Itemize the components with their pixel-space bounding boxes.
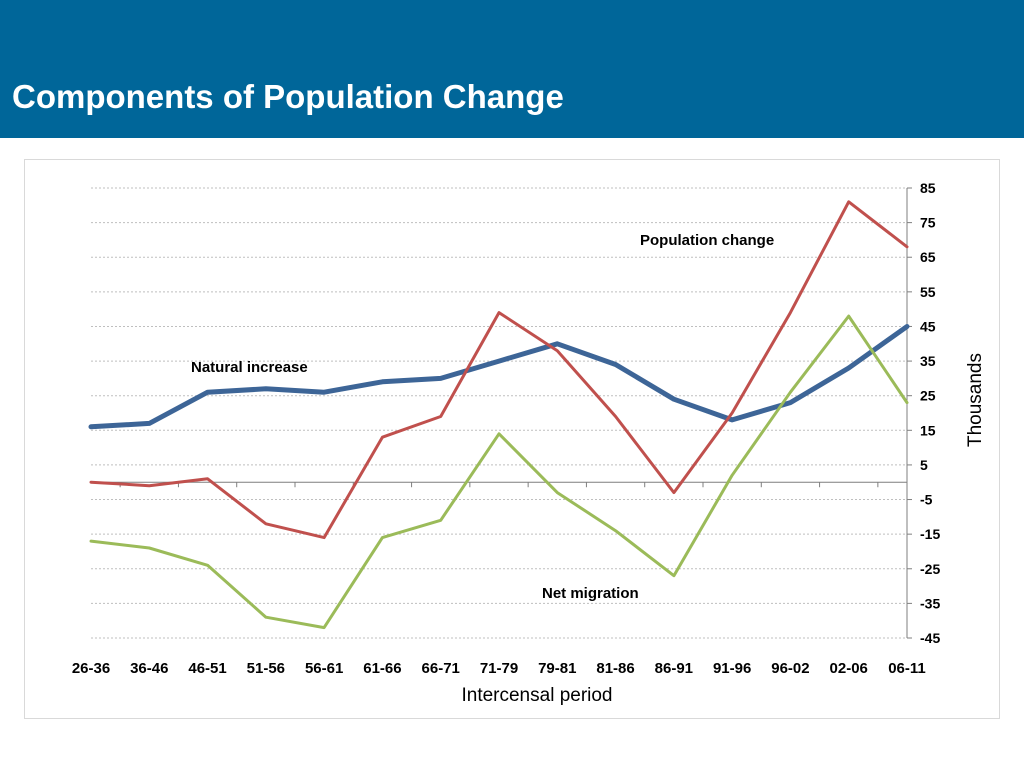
x-tick-label: 56-61	[305, 660, 343, 677]
y-tick-label: 5	[920, 457, 928, 473]
x-tick-label: 66-71	[422, 660, 460, 677]
y-axis-title: Thousands	[965, 353, 986, 447]
y-tick-label: -35	[920, 595, 940, 611]
x-tick-label: 36-46	[130, 660, 168, 677]
series-line-natural-increase	[88, 324, 910, 430]
line-chart: 85 75 65 55 45 35 25 15 5 -5 -15 -25 -35 -45 Natural i…	[72, 180, 986, 706]
series-label: Net migration	[542, 585, 639, 602]
y-tick-label: -15	[920, 526, 940, 542]
chart-frame: 85 75 65 55 45 35 25 15 5 -5 -15 -25 -35 -45 Natural i…	[24, 159, 1000, 719]
y-tick-label: 85	[920, 180, 936, 196]
page-title: Components of Population Change	[12, 78, 564, 115]
y-tick-label: 25	[920, 388, 936, 404]
x-tick-label: 91-96	[713, 660, 751, 677]
series-label: Natural increase	[191, 359, 308, 376]
x-tick-label: 79-81	[538, 660, 576, 677]
x-tick-label: 96-02	[771, 660, 809, 677]
x-tick-label: 46-51	[188, 660, 226, 677]
series-line-net-migration	[89, 314, 909, 630]
y-tick-label: 75	[920, 215, 936, 231]
y-tick-label: -5	[920, 492, 933, 508]
x-tick-label: 71-79	[480, 660, 518, 677]
y-tick-label: -45	[920, 630, 940, 646]
x-axis-title: Intercensal period	[461, 685, 612, 706]
series-line-population-change	[89, 200, 909, 540]
x-tick-label: 06-11	[888, 660, 926, 677]
x-tick-label: 61-66	[363, 660, 401, 677]
y-tick-label: 65	[920, 249, 936, 265]
y-tick-label: 35	[920, 353, 936, 369]
y-tick-label: -25	[920, 561, 940, 577]
y-tick-label: 55	[920, 284, 936, 300]
x-tick-label: 86-91	[655, 660, 693, 677]
x-tick-label: 51-56	[247, 660, 285, 677]
x-tick-label: 81-86	[596, 660, 634, 677]
series-label: Population change	[640, 232, 774, 249]
y-tick-label: 15	[920, 422, 936, 438]
x-tick-label: 26-36	[72, 660, 110, 677]
x-tick-label: 02-06	[830, 660, 868, 677]
header-bar: Components of Population Change	[0, 0, 1024, 138]
y-tick-label: 45	[920, 318, 936, 334]
